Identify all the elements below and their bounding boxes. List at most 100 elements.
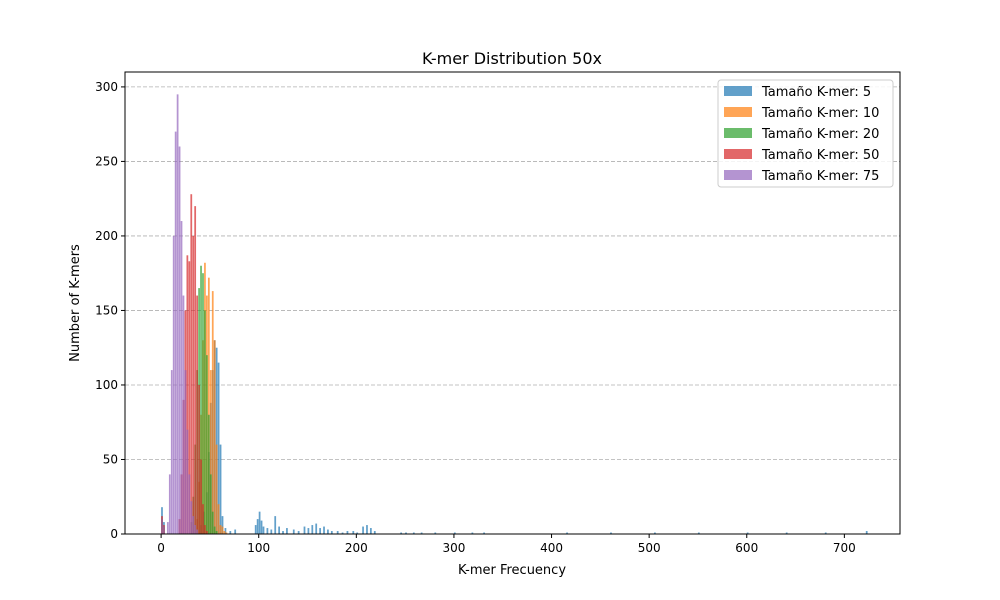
histogram-bar — [865, 531, 868, 534]
bars-layer — [161, 94, 868, 535]
histogram-bar — [785, 532, 788, 534]
histogram-bar — [221, 516, 224, 534]
x-axis-label: K-mer Frecuency — [458, 563, 566, 578]
y-tick-label: 150 — [95, 303, 118, 317]
histogram-bar — [192, 235, 195, 534]
legend-swatch — [724, 149, 752, 159]
y-tick-label: 100 — [95, 378, 118, 392]
histogram-bar — [170, 370, 173, 534]
x-tick-label: 500 — [638, 541, 661, 555]
histogram-bar — [610, 532, 612, 534]
histogram-bar — [188, 474, 191, 534]
histogram-bar — [341, 532, 344, 534]
histogram-bar — [746, 532, 749, 534]
histogram-bar — [330, 531, 333, 534]
histogram-bar — [824, 532, 827, 534]
legend-label: Tamaño K-mer: 10 — [761, 106, 879, 121]
histogram-bar — [194, 206, 197, 534]
histogram-bar — [178, 146, 181, 535]
y-tick-label: 300 — [95, 80, 118, 94]
histogram-bar — [221, 526, 224, 534]
histogram-bar — [260, 520, 263, 534]
histogram-bar — [168, 474, 171, 534]
histogram-bar — [203, 511, 205, 534]
histogram-bar — [256, 519, 259, 534]
histogram-bar — [190, 194, 193, 534]
histogram-bar — [254, 525, 257, 534]
histogram-bar — [286, 528, 288, 534]
y-axis-label: Number of K-mers — [68, 244, 83, 362]
legend-swatch — [724, 86, 752, 96]
histogram-bar — [207, 277, 210, 534]
histogram-bar — [215, 347, 218, 534]
histogram-bar — [176, 94, 179, 535]
histogram-bar — [373, 531, 376, 534]
histogram-bar — [186, 255, 189, 534]
y-tick-label: 250 — [95, 154, 118, 168]
histogram-bar — [366, 525, 368, 534]
legend-label: Tamaño K-mer: 75 — [761, 169, 879, 184]
histogram-bar — [219, 444, 222, 534]
histogram-bar — [311, 525, 314, 534]
x-tick-label: 0 — [157, 541, 165, 555]
histogram-bar — [161, 519, 163, 534]
legend-swatch — [724, 107, 752, 117]
histogram-bar — [202, 273, 204, 534]
histogram-bar — [346, 531, 349, 534]
histogram-bar — [697, 532, 700, 534]
histogram-bar — [202, 504, 204, 534]
legend: Tamaño K-mer: 5 Tamaño K-mer: 10 Tamaño K-… — [717, 79, 894, 188]
histogram-bar — [200, 459, 202, 534]
histogram-bar — [196, 295, 199, 534]
histogram-bar — [206, 355, 208, 534]
histogram-bar — [192, 516, 195, 534]
histogram-bar — [188, 261, 191, 534]
histogram-bar — [217, 362, 220, 534]
histogram-bar — [213, 340, 216, 534]
x-tick-label: 300 — [442, 541, 465, 555]
x-tick-label: 600 — [735, 541, 758, 555]
histogram-bar — [420, 532, 423, 534]
x-tick-label: 400 — [540, 541, 563, 555]
histogram-bar — [412, 532, 415, 534]
histogram-bar — [327, 529, 329, 534]
histogram-bar — [336, 531, 339, 534]
axis-layer: 0 50 100 150 200 250 300 0 100 200 300 400 500 600 700 — [95, 80, 856, 555]
histogram-bar — [654, 532, 656, 534]
x-tick-label: 700 — [833, 541, 856, 555]
histogram-bar — [362, 526, 364, 534]
histogram-bar — [225, 532, 228, 534]
histogram-bar — [307, 528, 310, 534]
legend-label: Tamaño K-mer: 20 — [761, 127, 879, 142]
histogram-bar — [319, 528, 321, 534]
histogram-bar — [215, 531, 218, 534]
histogram-bar — [166, 522, 169, 534]
chart-title: K-mer Distribution 50x — [422, 49, 602, 68]
histogram-bar — [229, 531, 232, 534]
histogram-bar — [405, 532, 407, 534]
histogram-bar — [204, 310, 206, 534]
histogram-bar — [172, 235, 175, 534]
histogram-bar — [174, 131, 177, 534]
histogram-bar — [453, 532, 456, 534]
histogram-bar — [323, 526, 325, 534]
histogram-bar — [184, 370, 187, 534]
legend-swatch — [724, 170, 752, 180]
histogram-bar — [217, 504, 220, 534]
histogram-bar — [278, 526, 280, 534]
histogram-bar — [262, 526, 265, 534]
legend-label: Tamaño K-mer: 50 — [761, 148, 879, 163]
histogram-bar — [292, 529, 295, 534]
histogram-bar — [471, 532, 474, 534]
x-tick-label: 100 — [247, 541, 270, 555]
histogram-bar — [303, 526, 306, 534]
histogram-bar — [258, 511, 261, 534]
histogram-bar — [211, 511, 214, 534]
histogram-bar — [215, 444, 218, 534]
plot-frame — [124, 71, 901, 535]
histogram-bar — [211, 291, 214, 534]
legend-label: Tamaño K-mer: 5 — [761, 85, 871, 100]
histogram-bar — [196, 529, 199, 534]
histogram-bar — [356, 532, 359, 534]
